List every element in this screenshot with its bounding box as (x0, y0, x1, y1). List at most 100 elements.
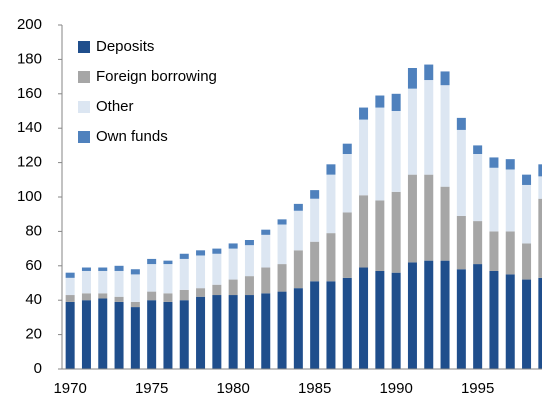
bar-segment (114, 296, 124, 302)
bar-segment (277, 224, 287, 265)
bar-segment (505, 159, 515, 170)
bar-segment (244, 245, 254, 277)
bar-segment (473, 154, 483, 222)
bar-segment (163, 260, 173, 265)
x-tick-label: 1980 (216, 380, 249, 397)
bar-segment (391, 111, 401, 192)
y-tick-label: 0 (34, 360, 42, 377)
bar-segment (163, 264, 173, 294)
bar-segment (81, 270, 91, 294)
bar-segment (293, 288, 303, 369)
bar-segment (326, 281, 336, 369)
bar-segment (505, 274, 515, 369)
bar-segment (179, 258, 189, 290)
bar-segment (98, 298, 108, 369)
bar-segment (342, 143, 352, 154)
bar-segment (228, 279, 238, 296)
bar-segment (473, 145, 483, 154)
legend-label: Deposits (96, 38, 154, 55)
bar-segment (489, 231, 499, 271)
bar-segment (261, 234, 271, 268)
bar-segment (179, 300, 189, 369)
x-tick-label: 1975 (135, 380, 168, 397)
bar-segment (130, 269, 140, 275)
bar-segment (359, 119, 369, 196)
bar-segment (114, 301, 124, 369)
bar-segment (310, 241, 320, 282)
bar-segment (212, 295, 222, 369)
bar-segment (473, 264, 483, 369)
bar-segment (147, 291, 157, 301)
bar-segment (163, 293, 173, 302)
bar-segment (538, 176, 542, 199)
bar-segment (407, 174, 417, 263)
bar-segment (375, 270, 385, 369)
legend-label: Foreign borrowing (96, 68, 217, 85)
x-tick-label: 1970 (53, 380, 86, 397)
bar-segment (391, 191, 401, 273)
bar-segment (261, 293, 271, 369)
bar-segment (196, 250, 206, 256)
bar-segment (391, 272, 401, 369)
bar-segment (456, 215, 466, 270)
bar-segment (244, 240, 254, 246)
bar-segment (244, 295, 254, 369)
bar-segment (65, 301, 75, 369)
bar-segment (489, 167, 499, 232)
bar-segment (522, 279, 532, 369)
bar-segment (440, 186, 450, 261)
bar-segment (179, 289, 189, 301)
bar-segment (489, 270, 499, 369)
y-tick-label: 120 (17, 154, 42, 171)
bar-segment (130, 307, 140, 369)
bar-segment (196, 255, 206, 289)
bar-segment (326, 174, 336, 234)
bar-segment (375, 107, 385, 201)
legend-label: Other (96, 98, 134, 115)
bar-segment (522, 184, 532, 244)
bar-segment (228, 243, 238, 249)
bar-segment (538, 277, 542, 369)
x-tick-label: 1985 (298, 380, 331, 397)
bar-segment (407, 88, 417, 175)
bar-segment (375, 95, 385, 108)
bar-segment (342, 154, 352, 213)
bar-segment (65, 277, 75, 296)
bar-segment (277, 291, 287, 369)
bar-segment (505, 231, 515, 275)
y-tick-label: 200 (17, 16, 42, 33)
x-tick-label: 1995 (461, 380, 494, 397)
bar-segment (261, 267, 271, 294)
bar-segment (375, 200, 385, 271)
bar-segment (456, 129, 466, 216)
bar-segment (456, 269, 466, 369)
bar-segment (522, 174, 532, 185)
bar-segment (538, 164, 542, 177)
bar-segment (359, 195, 369, 268)
bar-segment (261, 229, 271, 235)
bar-segment (130, 301, 140, 308)
bar-segment (147, 258, 157, 265)
bar-segment (538, 198, 542, 278)
legend-label: Own funds (96, 128, 168, 145)
bar-segment (342, 277, 352, 369)
bar-segment (277, 264, 287, 292)
bar-segment (440, 260, 450, 369)
y-tick-label: 60 (25, 257, 42, 274)
bar-segment (114, 265, 124, 271)
bar-segment (114, 270, 124, 297)
y-tick-label: 40 (25, 291, 42, 308)
bar-segment (98, 270, 108, 294)
bar-segment (98, 293, 108, 299)
bar-segment (293, 203, 303, 211)
bar-segment (473, 221, 483, 265)
bar-segment (342, 212, 352, 278)
bar-segment (489, 157, 499, 168)
bar-segment (65, 295, 75, 302)
bar-segment (293, 250, 303, 289)
bar-segment (424, 260, 434, 369)
bar-segment (196, 288, 206, 297)
bar-segment (293, 210, 303, 251)
